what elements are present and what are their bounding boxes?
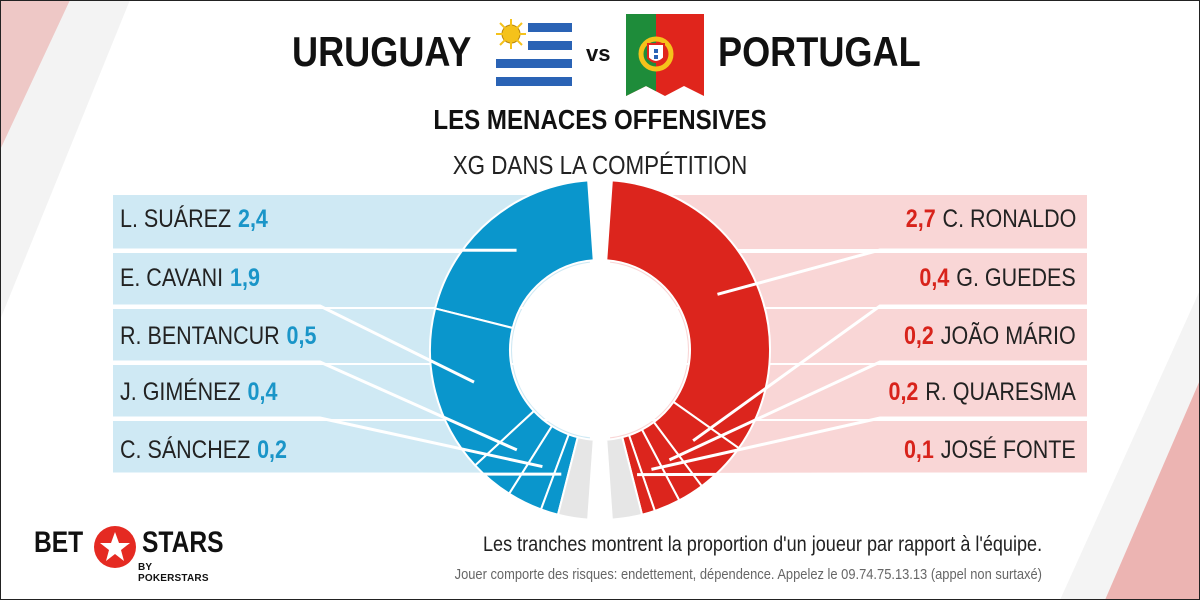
portugal-connector-line: [668, 360, 1087, 462]
player-name: R. QUARESMA: [925, 378, 1076, 406]
portugal-player-label: 0,1 JOSÉ FONTE: [904, 436, 1076, 465]
corner-shade-bottom-right: [1060, 290, 1200, 600]
team-left-name: URUGUAY: [292, 28, 472, 75]
uruguay-connector-line: [113, 360, 518, 452]
player-xg-value: 0,2: [904, 322, 935, 350]
chart-caption: Les tranches montrent la proportion d'un…: [482, 533, 1042, 556]
player-xg-value: 0,1: [904, 436, 935, 464]
player-xg-value: 0,4: [247, 378, 278, 406]
portugal-player-label: 2,7 C. RONALDO: [905, 205, 1076, 234]
portugal-player-label: 0,2 R. QUARESMA: [889, 378, 1076, 407]
uruguay-connector-line: [113, 416, 543, 469]
uruguay-player-label: R. BENTANCUR 0,5: [120, 322, 316, 351]
player-name: C. SÁNCHEZ: [120, 436, 251, 464]
matchup-header: URUGUAY vs: [0, 8, 1200, 96]
uruguay-remainder-slice: [556, 435, 595, 521]
player-xg-value: 2,7: [905, 205, 936, 233]
uruguay-player-label: J. GIMÉNEZ 0,4: [120, 378, 277, 407]
chart-title: LES MENACES OFFENSIVES: [433, 104, 767, 135]
player-name: J. GIMÉNEZ: [120, 378, 241, 406]
uruguay-player-label: L. SUÁREZ 2,4: [120, 205, 268, 234]
player-xg-value: 0,5: [286, 322, 317, 350]
chart-subtitle: XG DANS LA COMPÉTITION: [452, 150, 748, 180]
uruguay-connector-line: [113, 304, 475, 384]
gambling-disclaimer: Jouer comporte des risques: endettement,…: [454, 566, 1042, 583]
portugal-connector-line: [717, 248, 1087, 296]
player-xg-value: 0,2: [257, 436, 287, 464]
uruguay-player-label: E. CAVANI 1,9: [120, 264, 260, 293]
team-right-name: PORTUGAL: [718, 28, 921, 75]
portugal-flag-icon: [626, 14, 704, 96]
uruguay-flag-icon: [496, 14, 572, 96]
portugal-player-label: 0,4 G. GUEDES: [920, 264, 1076, 293]
portugal-connector-line: [637, 472, 1087, 477]
portugal-remainder-slice: [605, 435, 644, 521]
player-xg-value: 2,4: [237, 205, 268, 233]
portugal-player-label: 0,2 JOÃO MÁRIO: [904, 322, 1076, 351]
player-name: L. SUÁREZ: [120, 205, 232, 233]
player-xg-value: 1,9: [230, 264, 260, 292]
versus-label: vs: [586, 41, 611, 66]
portugal-connector-line: [692, 304, 1087, 442]
player-xg-value: 0,4: [919, 264, 950, 292]
player-xg-value: 0,2: [888, 378, 919, 406]
donut-hole: [512, 262, 688, 438]
player-name: E. CAVANI: [120, 264, 224, 292]
player-name: G. GUEDES: [956, 264, 1076, 292]
player-name: R. BENTANCUR: [120, 322, 280, 350]
logo-subtext: BY POKERSTARS: [138, 562, 209, 584]
player-name: C. RONALDO: [942, 205, 1076, 233]
portugal-player-slice: [605, 179, 771, 450]
uruguay-player-label: C. SÁNCHEZ 0,2: [120, 436, 287, 465]
star-icon: [94, 526, 136, 568]
corner-shade-top-left: [0, 0, 130, 320]
player-name: JOÃO MÁRIO: [941, 322, 1076, 350]
portugal-connector-line: [651, 416, 1087, 471]
logo-text-bet: BET: [34, 526, 84, 559]
uruguay-player-slice: [433, 179, 595, 330]
logo-text-stars: STARS: [142, 526, 224, 559]
player-name: JOSÉ FONTE: [941, 436, 1076, 464]
